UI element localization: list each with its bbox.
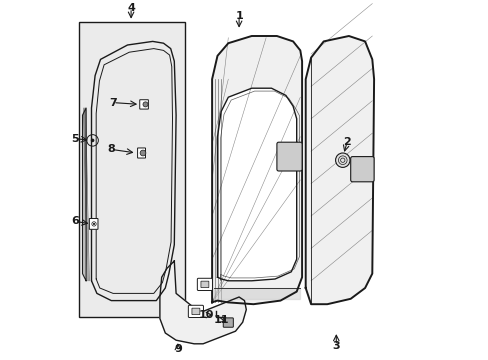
Text: 8: 8: [107, 144, 115, 154]
Circle shape: [142, 102, 148, 107]
FancyBboxPatch shape: [276, 142, 302, 171]
Text: 11: 11: [213, 315, 228, 325]
Circle shape: [335, 153, 349, 167]
FancyBboxPatch shape: [140, 100, 148, 109]
Text: 5: 5: [71, 134, 79, 144]
Text: 3: 3: [332, 341, 340, 351]
Text: 10: 10: [199, 310, 214, 320]
FancyBboxPatch shape: [192, 308, 200, 315]
Text: 4: 4: [127, 3, 135, 13]
Circle shape: [91, 139, 94, 142]
Polygon shape: [217, 88, 296, 281]
Text: 1: 1: [235, 11, 243, 21]
FancyBboxPatch shape: [79, 22, 185, 317]
FancyBboxPatch shape: [201, 281, 208, 288]
Polygon shape: [213, 288, 300, 299]
FancyBboxPatch shape: [188, 305, 203, 318]
Circle shape: [140, 150, 145, 156]
FancyBboxPatch shape: [137, 148, 145, 158]
FancyBboxPatch shape: [350, 157, 373, 182]
FancyBboxPatch shape: [223, 318, 233, 327]
Text: 9: 9: [174, 344, 182, 354]
Text: 6: 6: [71, 216, 79, 226]
Polygon shape: [160, 261, 246, 344]
Text: 2: 2: [343, 137, 350, 147]
Polygon shape: [212, 36, 302, 304]
FancyBboxPatch shape: [197, 278, 212, 291]
Text: 7: 7: [109, 98, 117, 108]
FancyBboxPatch shape: [89, 219, 98, 229]
Circle shape: [93, 223, 95, 225]
Polygon shape: [82, 108, 86, 281]
Polygon shape: [305, 36, 373, 304]
